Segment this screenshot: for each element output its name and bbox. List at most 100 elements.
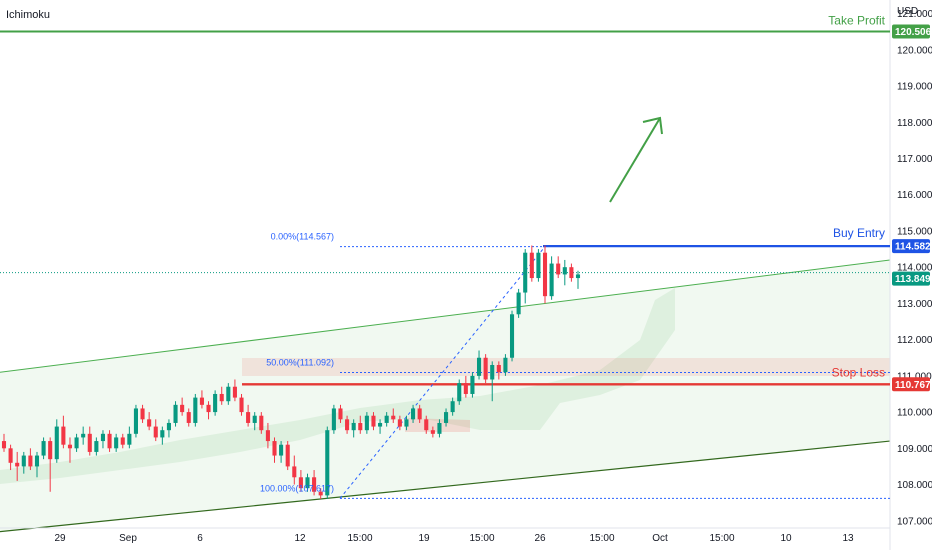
x-tick-label: 15:00 <box>347 533 372 544</box>
x-tick-label: Oct <box>652 533 668 544</box>
candle-up <box>114 437 119 449</box>
candle-up <box>226 386 231 402</box>
candle-up <box>173 404 178 423</box>
candle-up <box>166 422 171 431</box>
candle-up <box>81 433 86 438</box>
candle-down <box>463 383 468 394</box>
candle-down <box>265 430 270 442</box>
buy-entry-label: Buy Entry <box>833 226 885 240</box>
candle-up <box>378 422 383 427</box>
candle-up <box>364 415 369 431</box>
x-tick-label: 15:00 <box>469 533 494 544</box>
candle-down <box>529 252 534 279</box>
y-tick-label: 118.000 <box>897 118 932 129</box>
candle-up <box>21 455 26 467</box>
x-tick-label: 26 <box>534 533 546 544</box>
candle-down <box>397 419 402 427</box>
x-tick-label: 13 <box>842 533 854 544</box>
y-tick-label: 120.000 <box>897 45 932 56</box>
candle-up <box>523 252 528 293</box>
y-tick-label: 112.000 <box>897 335 932 346</box>
candle-up <box>325 430 330 496</box>
candle-down <box>430 430 435 434</box>
candle-down <box>292 466 297 478</box>
candle-up <box>490 364 495 380</box>
candle-down <box>569 267 574 279</box>
stop-loss-price-tag: 110.767 <box>892 377 931 392</box>
candle-down <box>318 491 323 496</box>
channel-upper-line <box>0 259 891 373</box>
fib-top-label: 0.00%(114.567) <box>271 232 334 242</box>
y-tick-label: 117.000 <box>897 154 932 165</box>
candle-down <box>424 419 429 431</box>
candles <box>1 245 581 500</box>
candle-down <box>140 408 145 420</box>
candle-up <box>41 441 46 456</box>
x-tick-label: 29 <box>54 533 66 544</box>
candle-down <box>180 404 185 413</box>
candle-up <box>437 422 442 434</box>
ichimoku-cloud <box>0 288 675 484</box>
indicator-label[interactable]: Ichimoku <box>6 9 50 21</box>
candle-up <box>575 274 581 279</box>
candle-up <box>305 477 310 489</box>
candle-up <box>549 263 554 297</box>
x-tick-label: Sep <box>119 533 137 544</box>
x-tick-label: 6 <box>197 533 203 544</box>
candle-up <box>252 415 257 423</box>
candle-down <box>391 415 396 420</box>
candle-up <box>34 455 40 467</box>
candle-down <box>206 404 211 413</box>
candle-down <box>1 441 7 449</box>
y-tick-label: 119.000 <box>897 82 932 93</box>
candle-up <box>562 267 567 275</box>
candle-up <box>74 437 79 449</box>
candle-down <box>312 477 317 492</box>
candle-down <box>48 441 53 460</box>
y-tick-label: 107.000 <box>897 516 932 527</box>
y-tick-label: 113.000 <box>897 299 932 310</box>
candle-down <box>107 433 112 449</box>
candle-down <box>147 419 152 427</box>
candle-up <box>444 412 449 423</box>
candle-down <box>153 426 158 438</box>
candle-down <box>272 441 277 456</box>
x-axis: 29 Sep 6 12 15:00 19 15:00 26 15:00 Oct 15:00 10 13 <box>54 533 854 544</box>
candle-up <box>536 252 541 279</box>
candle-up <box>127 433 132 445</box>
y-tick-label: 121.000 <box>897 9 932 20</box>
candle-down <box>338 408 343 420</box>
candle-up <box>450 401 455 413</box>
candle-up <box>411 408 416 420</box>
svg-text:120.506: 120.506 <box>895 27 932 38</box>
candle-up <box>213 393 218 413</box>
channel-lower-line <box>0 440 891 533</box>
candle-down <box>298 477 303 489</box>
svg-text:113.849: 113.849 <box>895 274 931 285</box>
fib-trend-line <box>339 246 546 499</box>
x-tick-label: 12 <box>294 533 306 544</box>
candle-down <box>15 462 20 467</box>
candle-down <box>199 397 204 405</box>
candle-down <box>285 444 290 467</box>
stop-loss-zone <box>242 358 890 376</box>
candle-up <box>457 383 462 402</box>
candle-up <box>94 441 99 452</box>
candle-down <box>232 386 237 398</box>
x-tick-label: 19 <box>418 533 430 544</box>
stop-loss-label: Stop Loss <box>832 365 885 379</box>
x-tick-label: 15:00 <box>709 533 734 544</box>
candle-down <box>259 415 264 431</box>
candle-up <box>100 433 106 442</box>
buy-entry-price-tag: 114.582 <box>892 239 931 254</box>
candle-up <box>516 292 521 315</box>
candle-down <box>120 437 125 445</box>
candle-down <box>239 397 244 413</box>
candle-up <box>351 422 356 431</box>
candle-down <box>556 263 561 275</box>
take-profit-label: Take Profit <box>828 14 885 28</box>
candle-up <box>54 426 59 460</box>
candle-down <box>219 393 224 402</box>
